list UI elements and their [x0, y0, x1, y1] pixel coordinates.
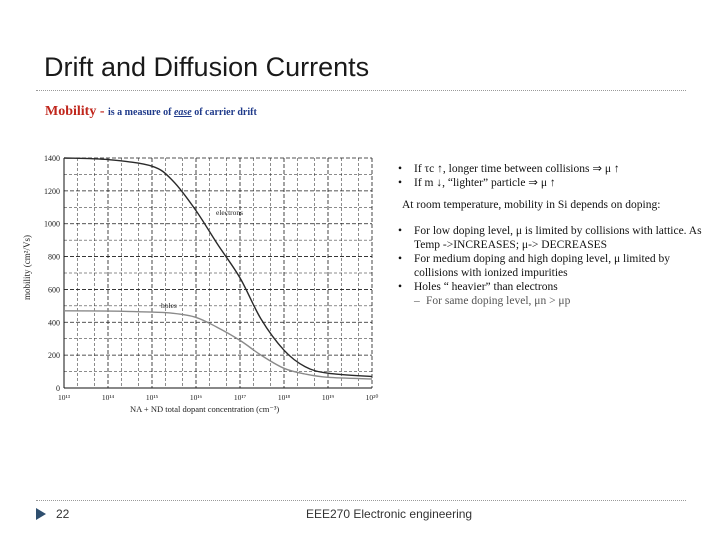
x-tick-label: 10¹³	[58, 393, 71, 402]
x-tick-label: 10¹⁸	[278, 393, 291, 402]
chart-ticks: 0 200 400 600 800 1000 1200 1400 10¹³ 10¹⁴ 10¹⁵ 10¹…	[44, 154, 378, 402]
mobility-definition: is a measure of ease of carrier drift	[108, 107, 257, 118]
y-tick-label: 1000	[44, 220, 60, 229]
note-text: For low doping level, μ is limited by co…	[414, 225, 702, 251]
y-tick-label: 1200	[44, 187, 60, 196]
y-tick-label: 0	[56, 384, 60, 393]
bullet-icon: •	[398, 225, 403, 237]
y-tick-label: 1400	[44, 154, 60, 163]
definition-part2: of carrier drift	[191, 107, 257, 118]
x-tick-label: 10¹⁶	[190, 393, 203, 402]
dash-icon: –	[414, 295, 420, 307]
footer-text: EEE270 Electronic engineering	[306, 507, 473, 521]
note-text: Holes “ heavier” than electrons	[414, 281, 558, 293]
x-tick-label: 10²⁰	[366, 393, 379, 402]
series-line-electrons	[63, 157, 373, 378]
mobility-heading: Mobility - is a measure of ease of carri…	[45, 104, 257, 120]
note-low-doping: • For low doping level, μ is limited by c…	[392, 224, 704, 252]
footer-arrow-icon	[36, 508, 46, 520]
note-holes-heavier: • Holes “ heavier” than electrons	[392, 280, 704, 294]
chart-grid	[63, 157, 373, 389]
x-tick-label: 10¹⁴	[102, 393, 115, 402]
x-tick-label: 10¹⁵	[146, 393, 159, 402]
bullet-icon: •	[398, 253, 403, 265]
x-axis-label: NA + ND total dopant concentration (cm⁻³…	[130, 404, 279, 414]
x-tick-label: 10¹⁹	[322, 393, 335, 402]
mobility-dash: -	[96, 104, 109, 119]
note-text: For same doping level, μn > μp	[426, 295, 571, 307]
definition-part1: is a measure of	[108, 107, 174, 118]
bullet-icon: •	[398, 177, 403, 189]
y-axis-label: mobility (cm²/Vs)	[22, 235, 32, 300]
series-label-holes: holes	[161, 301, 177, 310]
series-label-electrons: electrons	[216, 208, 243, 217]
note-text: If τc ↑, longer time between collisions …	[414, 163, 620, 175]
notes-panel: • If τc ↑, longer time between collisions…	[392, 162, 704, 308]
footer-divider	[36, 500, 686, 501]
y-tick-label: 200	[48, 351, 60, 360]
title-divider	[36, 90, 686, 91]
definition-ease: ease	[173, 107, 192, 118]
note-lighter-particle: • If m ↓, “lighter” particle ⇒ μ ↑	[392, 176, 704, 190]
note-text: For medium doping and high doping level,…	[414, 253, 670, 279]
y-tick-label: 400	[48, 318, 60, 327]
mobility-word: Mobility	[45, 104, 97, 119]
note-room-temperature: At room temperature, mobility in Si depe…	[402, 199, 661, 211]
series-line-holes	[63, 310, 373, 380]
note-text: If m ↓, “lighter” particle ⇒ μ ↑	[414, 177, 556, 189]
x-tick-label: 10¹⁷	[234, 393, 247, 402]
mobility-chart: 0 200 400 600 800 1000 1200 1400 10¹³ 10¹⁴ 10¹⁵ 10¹…	[22, 154, 378, 414]
note-same-doping: – For same doping level, μn > μp	[392, 294, 704, 308]
bullet-icon: •	[398, 163, 403, 175]
chart-series	[63, 157, 373, 380]
bullet-icon: •	[398, 281, 403, 293]
y-tick-label: 600	[48, 285, 60, 294]
note-collision-time: • If τc ↑, longer time between collisions…	[392, 162, 704, 176]
page-number: 22	[56, 507, 70, 521]
slide-title: Drift and Diffusion Currents	[44, 52, 370, 82]
note-medium-high-doping: • For medium doping and high doping level…	[392, 252, 704, 280]
y-tick-label: 800	[48, 253, 60, 262]
